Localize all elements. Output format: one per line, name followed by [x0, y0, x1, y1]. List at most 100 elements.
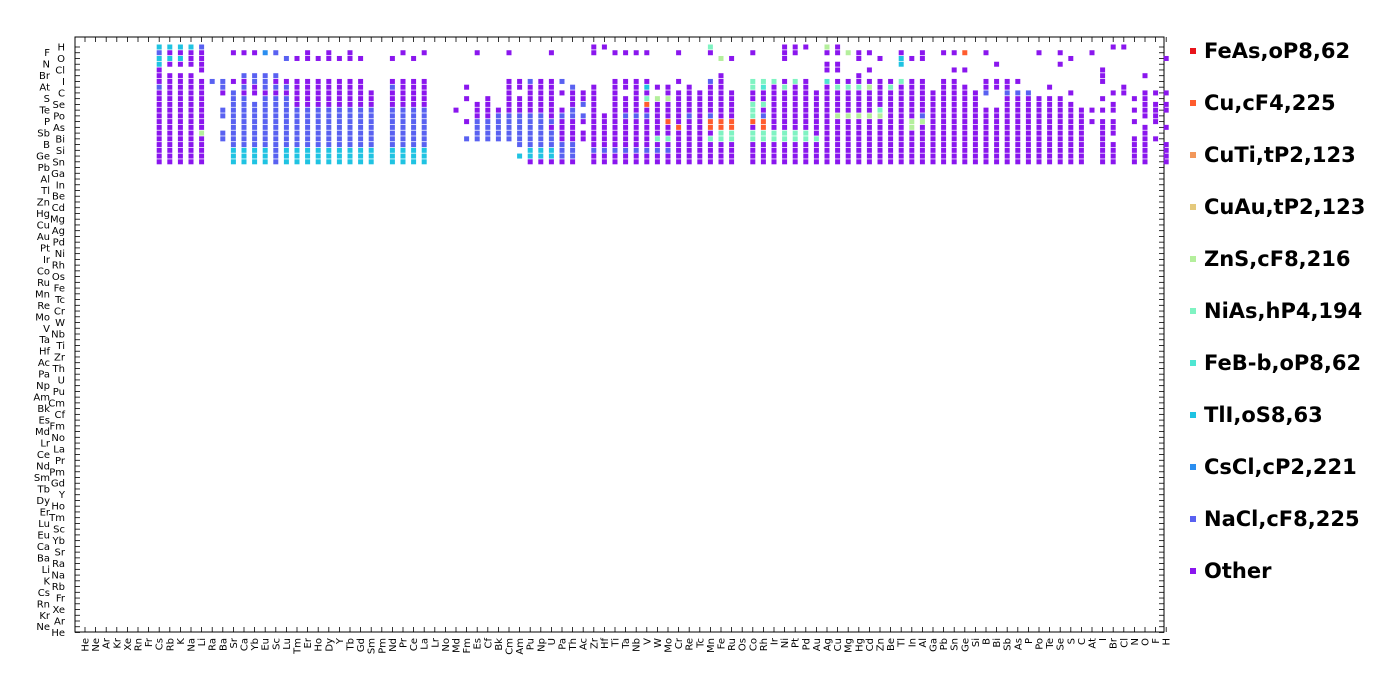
data-cell: [315, 119, 321, 125]
data-cell: [782, 90, 788, 96]
data-cell: [803, 119, 809, 125]
data-cell: [177, 84, 183, 90]
data-cell: [411, 96, 417, 102]
data-cell: [909, 119, 915, 125]
x-tick-label: Sr: [229, 637, 240, 648]
data-cell: [994, 130, 1000, 136]
data-cell: [315, 124, 321, 130]
data-cell: [167, 142, 173, 148]
data-cell: [612, 136, 618, 142]
data-cell: [241, 96, 247, 102]
data-cell: [199, 101, 205, 107]
data-cell: [421, 107, 427, 113]
data-cell: [305, 136, 311, 142]
data-cell: [813, 147, 819, 153]
x-tick-label: Cm: [505, 638, 516, 655]
data-cell: [623, 142, 629, 148]
data-cell: [464, 136, 470, 142]
data-cell: [591, 90, 597, 96]
data-cell: [421, 147, 427, 153]
data-cell: [824, 84, 830, 90]
y-tick-label: Si: [56, 146, 65, 157]
data-cell: [813, 153, 819, 159]
y-tick-label: As: [53, 123, 65, 134]
data-cell: [1142, 124, 1148, 130]
data-cell: [400, 90, 406, 96]
data-cell: [241, 130, 247, 136]
data-cell: [930, 113, 936, 119]
data-cell: [750, 90, 756, 96]
data-cell: [930, 142, 936, 148]
data-cell: [262, 113, 268, 119]
data-cell: [580, 130, 586, 136]
data-cell: [495, 119, 501, 125]
data-cell: [559, 113, 565, 119]
data-cell: [506, 50, 512, 56]
data-cell: [888, 142, 894, 148]
data-cell: [1036, 124, 1042, 130]
data-cell: [792, 113, 798, 119]
data-cell: [835, 84, 841, 90]
data-cell: [962, 96, 968, 102]
data-cell: [782, 130, 788, 136]
data-cell: [750, 153, 756, 159]
data-cell: [994, 159, 1000, 165]
data-cell: [485, 101, 491, 107]
data-cell: [517, 84, 523, 90]
x-tick-label: Sb: [1003, 638, 1014, 651]
legend-label: NiAs,hP4,194: [1204, 299, 1363, 323]
y-tick-label: Ho: [51, 502, 65, 513]
x-tick-label: In: [907, 638, 918, 647]
x-tick-label: Fm: [462, 638, 473, 654]
data-cell: [156, 101, 162, 107]
y-tick-label: Lr: [40, 439, 51, 450]
data-cell: [919, 55, 925, 61]
data-cell: [676, 90, 682, 96]
data-cell: [283, 90, 289, 96]
data-cell: [283, 96, 289, 102]
data-cell: [506, 101, 512, 107]
y-tick-label: Cf: [54, 410, 65, 421]
data-cell: [676, 159, 682, 165]
x-tick-label: Zr: [589, 637, 600, 649]
y-tick-label: Lu: [38, 519, 50, 530]
data-cell: [167, 50, 173, 56]
data-cell: [792, 101, 798, 107]
data-cell: [792, 159, 798, 165]
data-cell: [654, 84, 660, 90]
y-tick-label: Th: [52, 364, 65, 375]
data-cell: [1100, 159, 1106, 165]
data-cell: [273, 136, 279, 142]
data-cell: [623, 84, 629, 90]
data-cell: [389, 55, 395, 61]
data-cell: [866, 147, 872, 153]
data-cell: [760, 101, 766, 107]
data-cell: [156, 130, 162, 136]
data-cell: [644, 50, 650, 56]
data-cell: [358, 153, 364, 159]
data-cell: [856, 90, 862, 96]
data-cell: [718, 142, 724, 148]
data-cell: [580, 90, 586, 96]
data-cell: [305, 101, 311, 107]
data-cell: [570, 142, 576, 148]
y-tick-label: Ru: [37, 278, 50, 289]
data-cell: [294, 159, 300, 165]
x-tick-label: Al: [918, 638, 929, 648]
data-cell: [347, 90, 353, 96]
data-cell: [156, 124, 162, 130]
data-cell: [919, 78, 925, 84]
data-cell: [156, 55, 162, 61]
data-cell: [368, 101, 374, 107]
data-cell: [771, 142, 777, 148]
y-tick-label: Pt: [40, 243, 50, 254]
data-cell: [315, 130, 321, 136]
data-cell: [898, 84, 904, 90]
data-cell: [262, 101, 268, 107]
data-cell: [697, 142, 703, 148]
data-cell: [888, 101, 894, 107]
data-cell: [294, 78, 300, 84]
data-cell: [336, 84, 342, 90]
data-cell: [707, 44, 713, 50]
data-cell: [315, 55, 321, 61]
